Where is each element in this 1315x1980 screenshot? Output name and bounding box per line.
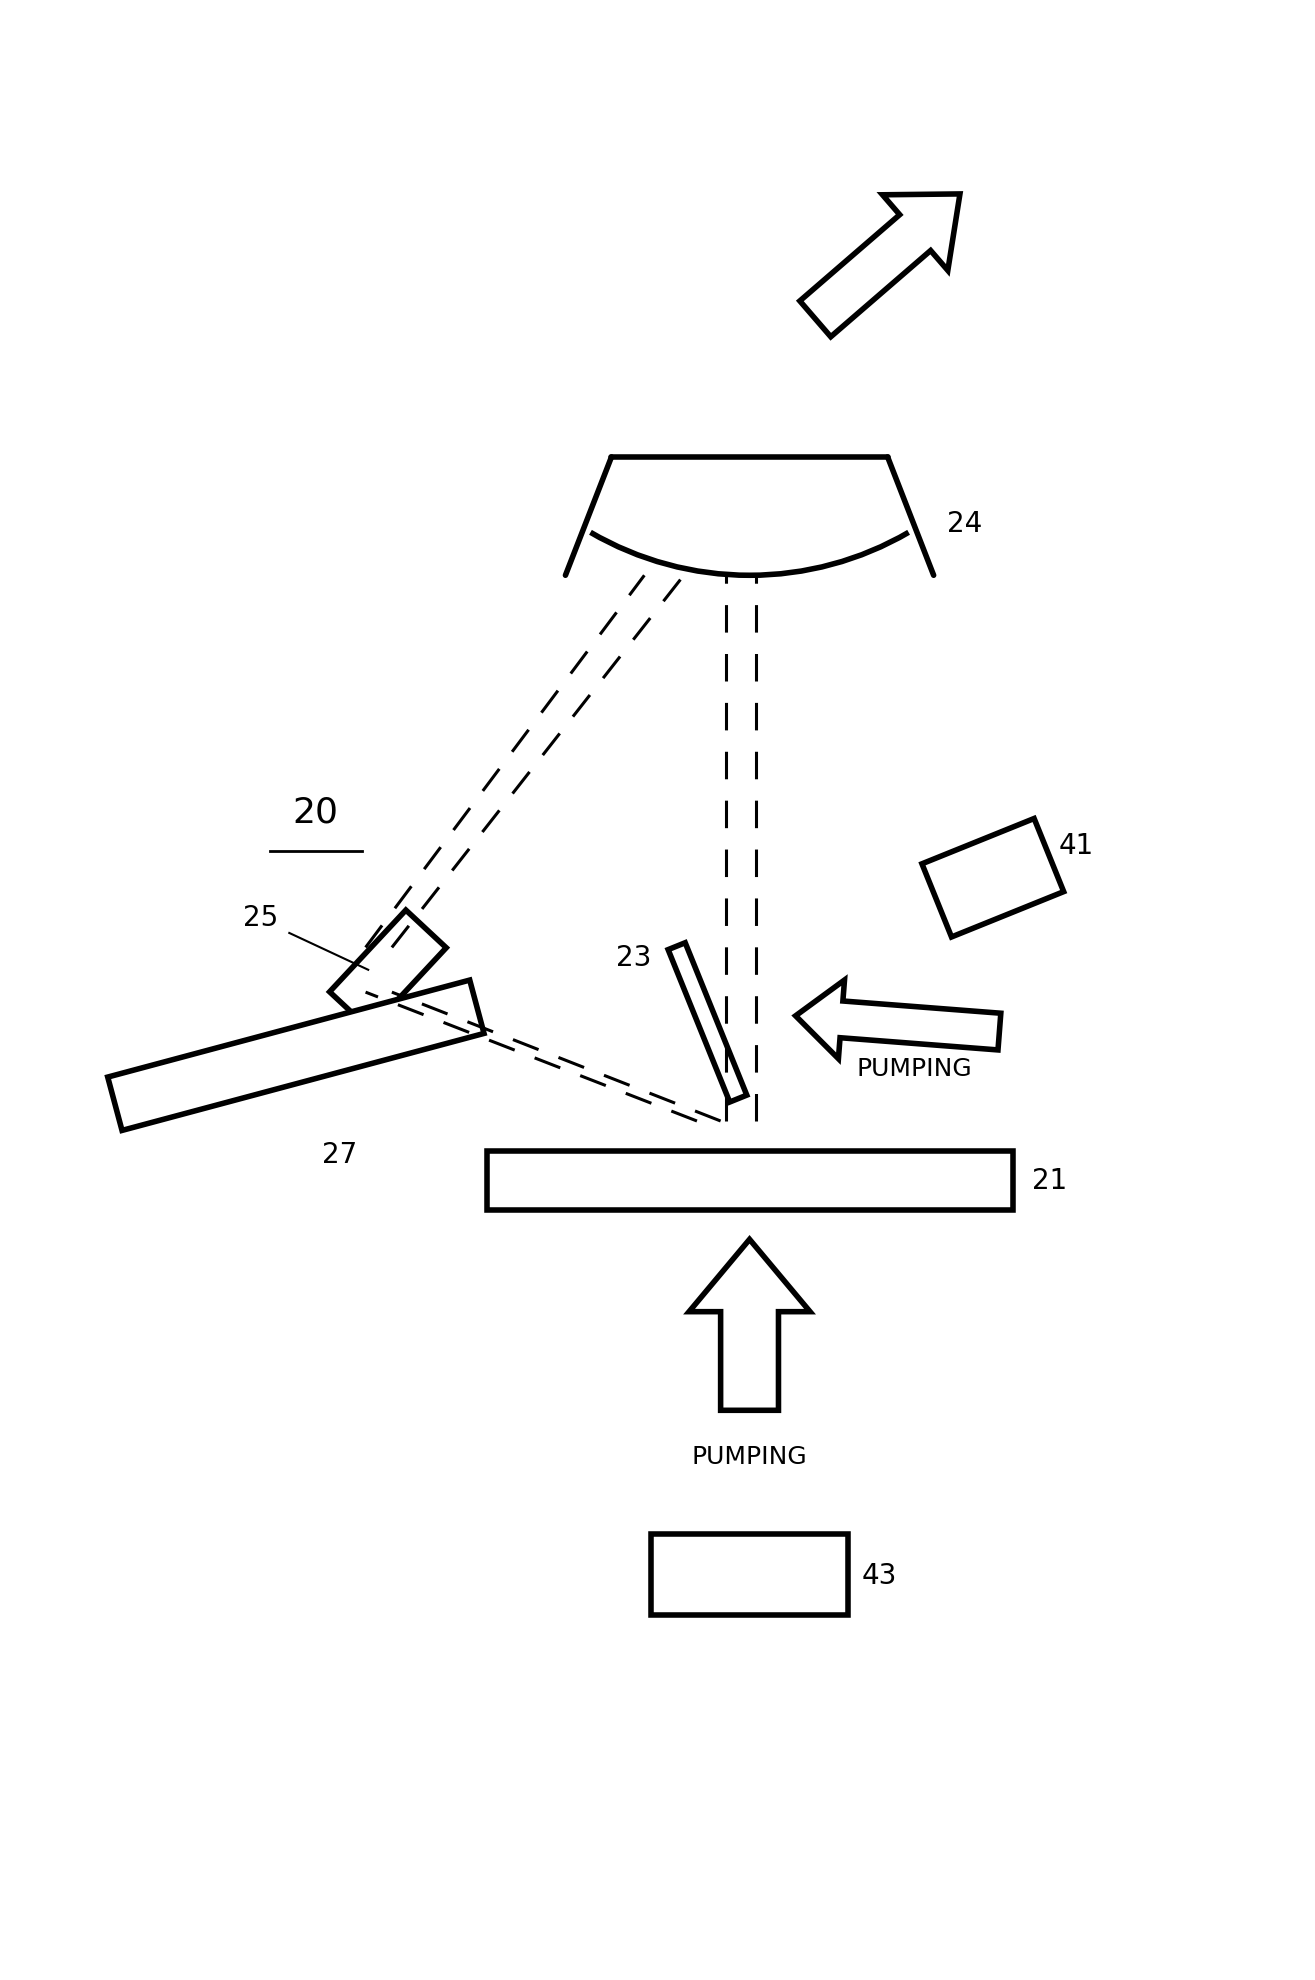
Text: 24: 24 (947, 509, 982, 537)
Polygon shape (487, 1150, 1013, 1210)
Polygon shape (108, 980, 484, 1131)
Text: PUMPING: PUMPING (856, 1057, 972, 1081)
Polygon shape (796, 980, 1001, 1059)
Polygon shape (651, 1534, 848, 1616)
Text: 27: 27 (322, 1140, 358, 1168)
Text: 23: 23 (615, 942, 651, 970)
Text: 41: 41 (1059, 832, 1094, 859)
Text: 21: 21 (1032, 1166, 1068, 1194)
Text: 20: 20 (293, 796, 338, 830)
Polygon shape (668, 942, 747, 1103)
Text: 25: 25 (243, 903, 279, 933)
Polygon shape (922, 820, 1064, 937)
Polygon shape (800, 194, 960, 339)
Polygon shape (689, 1239, 810, 1410)
Text: 43: 43 (861, 1560, 897, 1588)
Text: PUMPING: PUMPING (692, 1445, 807, 1469)
Polygon shape (330, 911, 446, 1030)
